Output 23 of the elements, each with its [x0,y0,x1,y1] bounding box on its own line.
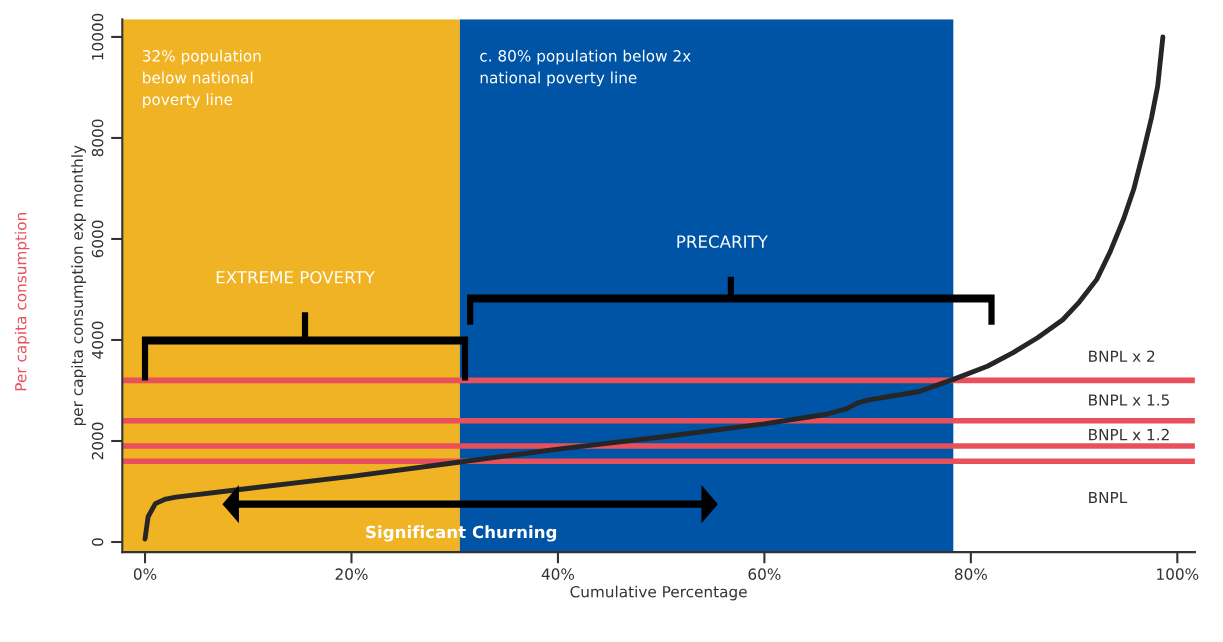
y-tick-label: 8000 [91,119,104,157]
annotation: BNPL x 1.5 [1089,394,1169,406]
x-tick-label: 20% [335,568,368,580]
y-tick-label: 6000 [91,220,104,258]
annotation: BNPL x 1.2 [1089,428,1169,441]
text: Per capita consumption [14,213,30,391]
x-tick-label: 100% [1157,568,1199,580]
x-tick-label: 60% [748,568,781,580]
annotation: BNPL x 2 [1089,350,1155,362]
x-axis-title: Cumulative Percentage [570,585,747,601]
x-tick-label: 80% [954,568,987,580]
y-tick-label: 2000 [91,422,104,460]
y-tick-label: 4000 [91,321,104,359]
annotation: EXTREME POVERTY [216,270,375,284]
x-tick-label: 0% [133,568,157,580]
annotation: PRECARITY [677,235,768,248]
y-tick-label: 10000 [91,13,104,60]
band-label: 32% population below national poverty line [142,49,261,109]
annotation: BNPL [1089,491,1128,504]
y-axis-title: per capita consumption exp monthly [71,145,86,426]
x-tick-label: 40% [541,568,575,580]
y-tick-label: 0 [91,538,104,546]
band-label: c. 80% population below 2x national poverty line [480,49,691,87]
